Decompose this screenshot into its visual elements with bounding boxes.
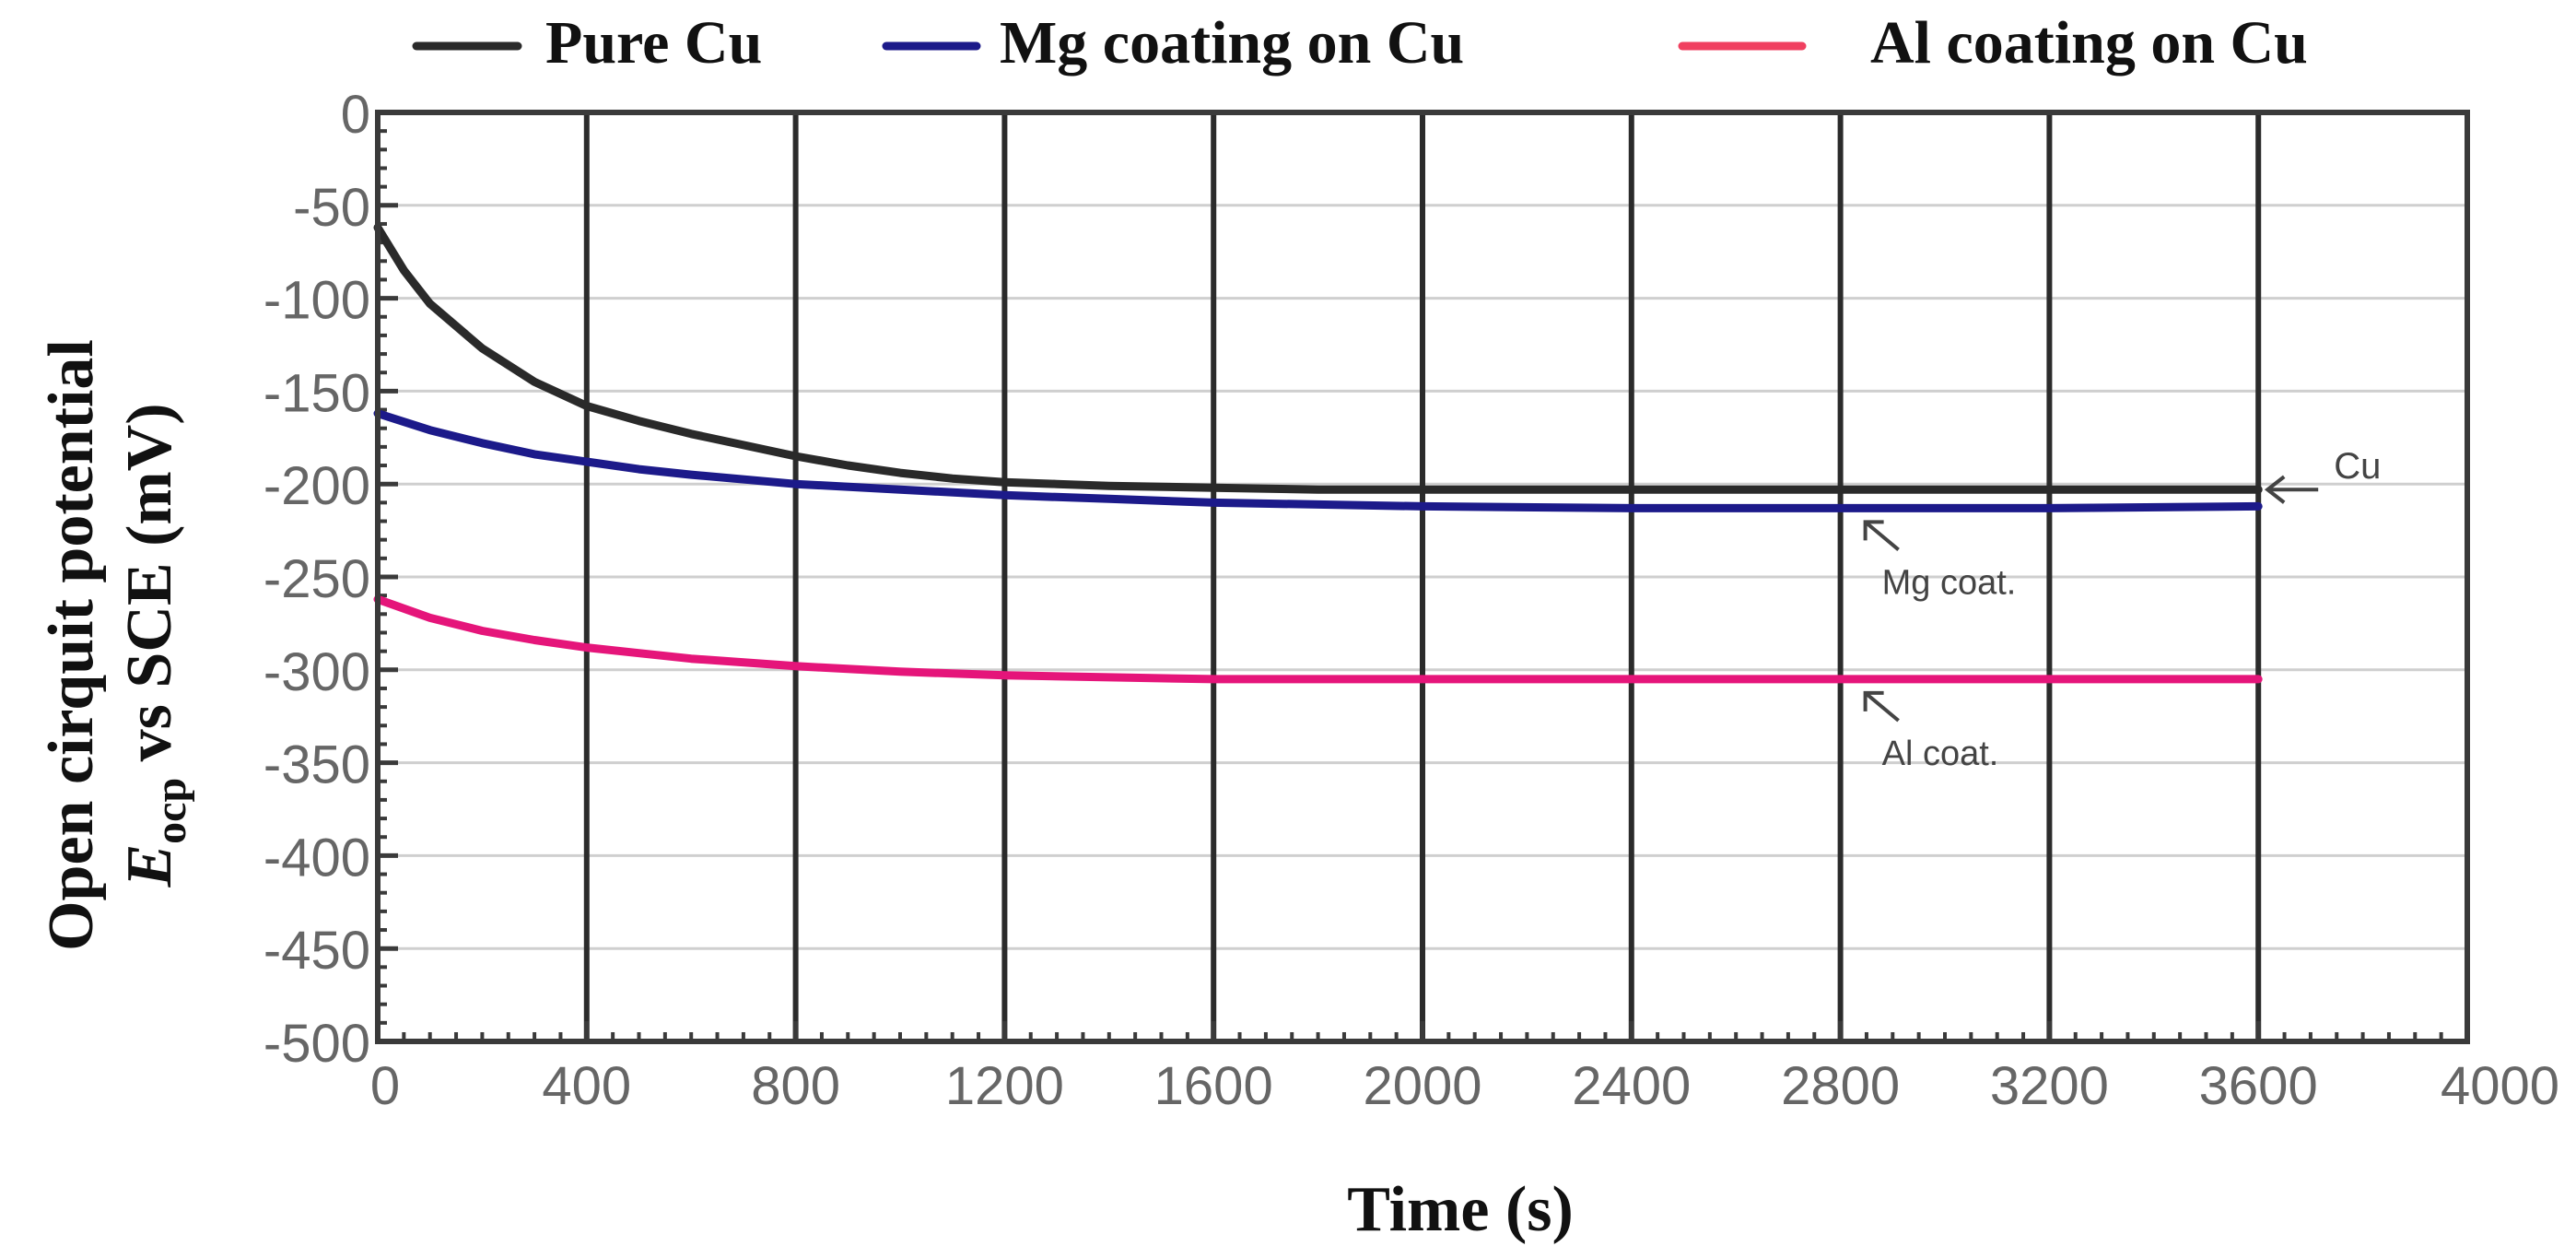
x-tick-label-9: 3600 [2199,1056,2318,1116]
series-line-pure-cu [373,223,2263,494]
y-axis-label-line2: Eocp vs SCE (mV) [114,403,195,888]
y-axis-label-line1: Open cirquit potential [36,339,107,951]
annotation-cu: Cu [2264,446,2381,504]
y-tick-label-5: -250 [263,549,370,609]
legend-label-al-coating: Al coating on Cu [1870,9,2308,76]
legend-label-mg-coating: Mg coating on Cu [1000,9,1464,76]
legend-label-pure-cu: Pure Cu [545,9,762,76]
y-tick-labels: 0 -50 -100 -150 -200 -250 -300 -350 -400 -450 -500 [263,85,370,1074]
y-tick-label-4: -200 [263,456,370,516]
x-tick-label-3: 1200 [945,1056,1064,1116]
annotation-al-coat: Al coat. [1863,690,1999,773]
y-tick-label-2: -100 [263,271,370,331]
x-tick-label-0: 0 [370,1056,400,1116]
y-tick-label-9: -450 [263,921,370,981]
plot-frame [375,110,2470,1044]
x-tick-label-10: 4000 [2441,1056,2559,1116]
annotation-arrow-head [2264,475,2286,504]
annotation-arrow-shaft [1864,691,1900,723]
x-tick-label-5: 2000 [1363,1056,1481,1116]
x-tick-label-6: 2400 [1572,1056,1691,1116]
y-axis-label-symbol: E [114,844,185,888]
y-tick-label-10: -500 [263,1014,370,1074]
series-line-mg-coating-on-cu [373,409,2263,512]
y-axis-label-subscript: ocp [146,778,195,844]
annotation-arrow-head [1863,520,1884,541]
legend: Pure Cu Mg coating on Cu Al coating on C… [412,9,2308,76]
y-tick-label-6: -300 [263,642,370,702]
x-tick-label-7: 2800 [1781,1056,1900,1116]
y-tick-label-7: -350 [263,735,370,795]
y-axis-label-rest: vs SCE (mV) [114,403,185,777]
series-lines [373,223,2263,684]
series-line-al-coating-on-cu [373,594,2263,684]
x-tick-label-1: 400 [542,1056,631,1116]
y-axis-label: Open cirquit potential Eocp vs SCE (mV) [36,339,195,951]
x-tick-label-8: 3200 [1990,1056,2109,1116]
x-tick-label-4: 1600 [1154,1056,1273,1116]
annotation-arrow-head [1863,690,1884,711]
y-tick-label-0: 0 [341,85,370,145]
y-tick-label-8: -400 [263,828,370,888]
x-tick-label-2: 800 [751,1056,840,1116]
annotation-mg-coat: Mg coat. [1863,520,2017,602]
annotations: Cu Mg coat. Al coat. [1863,446,2381,773]
y-tick-label-3: -150 [263,363,370,423]
annotation-text: Cu [2334,446,2381,487]
annotation-text: Al coat. [1882,735,1999,773]
annotation-arrow-shaft [1864,520,1900,551]
y-tick-label-1: -50 [293,178,370,238]
x-axis-label: Time (s) [1347,1174,1574,1245]
x-tick-labels: 0 400 800 1200 1600 2000 2400 2800 3200 3600 4000 [370,1056,2559,1116]
annotation-text: Mg coat. [1882,563,2017,602]
